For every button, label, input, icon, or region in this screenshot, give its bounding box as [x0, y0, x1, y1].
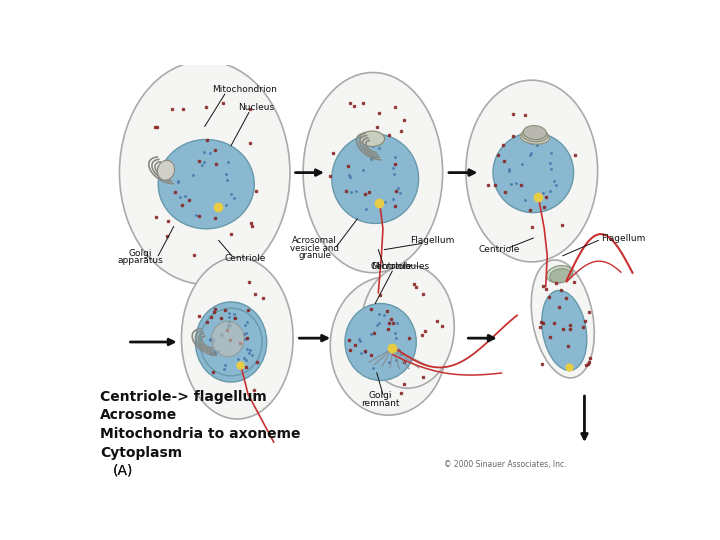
- Text: Centriole: Centriole: [479, 245, 520, 254]
- Ellipse shape: [195, 302, 266, 382]
- Text: Centriole-> flagellum: Centriole-> flagellum: [100, 390, 267, 404]
- Text: Flagellum: Flagellum: [601, 234, 646, 244]
- Ellipse shape: [523, 126, 546, 139]
- Ellipse shape: [330, 276, 446, 415]
- Ellipse shape: [360, 131, 384, 146]
- Ellipse shape: [361, 265, 454, 388]
- Text: Mitochondrion: Mitochondrion: [212, 85, 277, 94]
- Ellipse shape: [541, 291, 587, 370]
- Text: Centriole: Centriole: [225, 254, 266, 264]
- Text: (A): (A): [112, 463, 132, 477]
- Ellipse shape: [120, 61, 290, 284]
- Ellipse shape: [332, 134, 418, 224]
- Text: Golgi: Golgi: [129, 249, 152, 258]
- Ellipse shape: [531, 260, 594, 378]
- Ellipse shape: [181, 257, 293, 419]
- Ellipse shape: [345, 303, 416, 381]
- Ellipse shape: [520, 130, 549, 144]
- Ellipse shape: [158, 139, 254, 229]
- Text: granule: granule: [298, 251, 331, 260]
- Text: vesicle and: vesicle and: [290, 244, 339, 253]
- Text: Microtubules: Microtubules: [371, 262, 429, 271]
- Text: (A): (A): [112, 463, 132, 477]
- Ellipse shape: [466, 80, 598, 262]
- Ellipse shape: [549, 269, 571, 283]
- Text: Centriole: Centriole: [370, 262, 411, 271]
- Text: Flagellum: Flagellum: [410, 236, 455, 245]
- Text: Mitochondria to axoneme: Mitochondria to axoneme: [100, 427, 300, 441]
- Ellipse shape: [200, 308, 262, 376]
- Ellipse shape: [493, 132, 574, 213]
- Ellipse shape: [212, 321, 244, 356]
- Ellipse shape: [546, 266, 572, 283]
- Ellipse shape: [522, 128, 548, 142]
- Text: remnant: remnant: [361, 399, 400, 408]
- Text: apparatus: apparatus: [117, 256, 163, 265]
- Text: Nucleus: Nucleus: [238, 103, 275, 112]
- Text: © 2000 Sinauer Associates, Inc.: © 2000 Sinauer Associates, Inc.: [444, 460, 567, 469]
- Text: Cytoplasm: Cytoplasm: [100, 446, 182, 460]
- Ellipse shape: [303, 72, 443, 273]
- Text: Acrosomal: Acrosomal: [292, 236, 337, 245]
- Text: Golgi: Golgi: [369, 392, 392, 400]
- Ellipse shape: [157, 160, 174, 180]
- Text: Acrosome: Acrosome: [100, 408, 177, 422]
